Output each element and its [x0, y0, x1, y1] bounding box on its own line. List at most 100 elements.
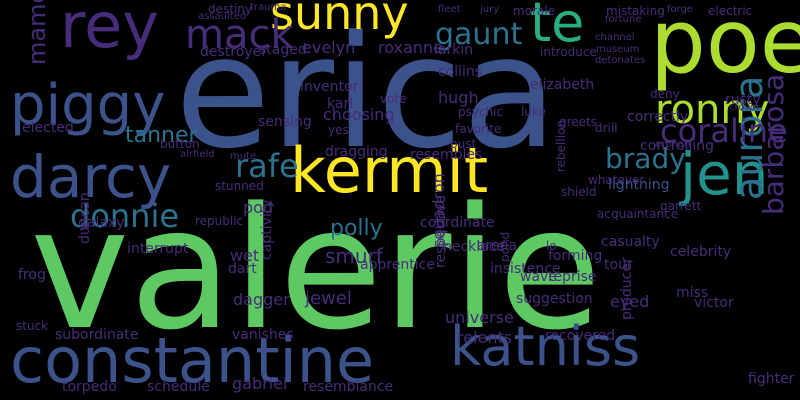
cloud-word: pod: [243, 198, 274, 217]
cloud-word: darcy: [10, 143, 172, 211]
cloud-word: vanishes: [232, 327, 294, 343]
cloud-word: mute: [230, 151, 257, 162]
cloud-word: arena: [477, 238, 518, 254]
cloud-word: mack: [185, 12, 294, 58]
cloud-word: acquaintance: [597, 207, 679, 221]
cloud-word: assaulted: [198, 11, 247, 22]
cloud-word: garrett: [660, 199, 702, 213]
cloud-word: donnie: [70, 197, 180, 235]
cloud-word: mistaking: [606, 4, 665, 18]
cloud-word: airfield: [180, 149, 215, 160]
cloud-word: evelyn: [302, 38, 356, 57]
cloud-word: lo: [546, 239, 557, 253]
cloud-word: tour: [604, 257, 633, 273]
cloud-word: deny: [650, 87, 680, 101]
cloud-word: te: [530, 0, 585, 54]
cloud-word: greets: [559, 115, 598, 129]
cloud-word: staged: [259, 42, 307, 58]
cloud-word: kermit: [290, 134, 489, 207]
cloud-word: pond: [498, 231, 512, 262]
cloud-word: yes: [328, 123, 349, 137]
cloud-word: bust: [450, 137, 477, 151]
cloud-word: dagger: [233, 290, 290, 309]
cloud-word: dart: [228, 261, 257, 277]
cloud-word: producer: [619, 257, 635, 320]
cloud-word: collins: [438, 64, 483, 80]
cloud-word: interrupt: [127, 241, 189, 257]
cloud-word: necklace: [443, 239, 506, 255]
cloud-word: elected: [22, 120, 74, 136]
cloud-word: frog: [18, 267, 46, 283]
cloud-word: barbarosa: [757, 73, 790, 215]
cloud-word: suggestion: [516, 291, 593, 307]
cloud-word: larkin: [434, 42, 474, 58]
cloud-word: rusty: [725, 92, 761, 108]
cloud-word: smurf: [325, 244, 383, 268]
cloud-word: electric: [708, 4, 753, 18]
cloud-word: favorite: [455, 122, 502, 136]
cloud-word: museum: [596, 44, 640, 55]
cloud-word: gaunt: [435, 17, 523, 52]
cloud-word: apprentice: [360, 257, 435, 273]
cloud-word: rebellion: [554, 119, 568, 172]
cloud-word: recovered: [545, 328, 616, 344]
cloud-word: jury: [480, 4, 500, 15]
cloud-word: morale: [513, 4, 556, 18]
cloud-word: wave: [520, 269, 557, 285]
cloud-word: sunny: [270, 0, 409, 40]
cloud-word: ronny: [655, 87, 770, 133]
cloud-word: katniss: [450, 315, 641, 378]
cloud-word: destroyer: [200, 44, 267, 60]
cloud-word: elizabeth: [530, 77, 595, 93]
cloud-word: piggy: [10, 73, 166, 138]
cloud-word: captivity: [259, 199, 275, 261]
cloud-word: rafe: [235, 147, 299, 185]
cloud-word: lightning: [608, 177, 670, 193]
cloud-word: shield: [561, 185, 597, 199]
cloud-word: respective: [433, 195, 449, 268]
cloud-word: channel: [595, 32, 635, 43]
cloud-word: victor: [694, 295, 734, 311]
cloud-word: wet: [230, 246, 260, 265]
cloud-word: controlling: [640, 138, 715, 154]
cloud-word: crown: [729, 102, 760, 113]
cloud-word: celebrity: [670, 244, 732, 260]
cloud-word: stunned: [215, 179, 264, 193]
cloud-word: duncan: [77, 192, 93, 244]
cloud-word: resemblance: [303, 379, 394, 395]
cloud-word: casualty: [601, 234, 660, 250]
cloud-word: fighter: [748, 371, 795, 387]
cloud-word: forge: [667, 4, 694, 15]
cloud-word: coordinate: [420, 215, 495, 231]
cloud-word: hugh: [438, 88, 479, 107]
cloud-word: constantine: [10, 324, 375, 397]
cloud-word: trauma: [250, 2, 287, 13]
cloud-word: eyed: [610, 292, 650, 311]
cloud-word: universe: [445, 308, 514, 327]
cloud-word: whatever: [588, 173, 645, 187]
cloud-word: tanner: [125, 123, 198, 148]
cloud-word: mame: [23, 0, 51, 65]
cloud-word: forming: [548, 248, 603, 264]
cloud-word: gabriel: [232, 374, 288, 393]
cloud-word: republic: [195, 214, 244, 228]
cloud-word: orphan: [655, 139, 691, 150]
cloud-word: poe: [650, 0, 800, 93]
cloud-word: correctly: [627, 109, 689, 125]
cloud-word: detonates: [595, 55, 646, 66]
cloud-word: fortune: [605, 14, 642, 25]
cloud-word: coraline: [660, 112, 788, 150]
cloud-word: button: [160, 137, 200, 151]
cloud-word: brady: [605, 142, 686, 175]
cloud-word: inventor: [300, 79, 359, 95]
cloud-word: erica: [175, 2, 558, 183]
cloud-word: drill: [595, 121, 618, 135]
cloud-word: jewel: [305, 288, 352, 309]
cloud-word: rey: [60, 0, 159, 62]
cloud-word: relents: [457, 328, 513, 347]
cloud-word: schedule: [147, 379, 210, 395]
cloud-word: stuck: [16, 319, 49, 333]
cloud-word: karl: [327, 96, 354, 112]
cloud-word: dragging: [325, 144, 388, 160]
